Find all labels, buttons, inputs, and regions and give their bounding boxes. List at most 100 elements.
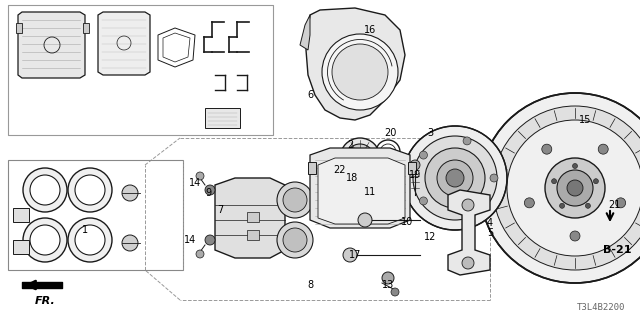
Bar (205, 108, 240, 128)
Circle shape (598, 144, 608, 154)
Text: 7: 7 (217, 205, 223, 215)
Text: 14: 14 (189, 178, 201, 188)
Polygon shape (215, 178, 285, 258)
Circle shape (524, 198, 534, 208)
Polygon shape (310, 148, 410, 228)
Circle shape (30, 175, 60, 205)
Circle shape (196, 172, 204, 180)
Circle shape (30, 225, 60, 255)
Circle shape (573, 164, 577, 169)
Text: 18: 18 (346, 173, 358, 183)
Circle shape (122, 185, 138, 201)
Circle shape (419, 197, 428, 205)
Circle shape (68, 218, 112, 262)
Circle shape (403, 126, 507, 230)
Circle shape (391, 288, 399, 296)
Circle shape (490, 174, 498, 182)
Bar (247, 230, 259, 240)
Text: 9: 9 (205, 188, 211, 198)
Text: 12: 12 (424, 232, 436, 242)
Text: 17: 17 (349, 250, 361, 260)
Circle shape (463, 211, 471, 219)
Circle shape (462, 257, 474, 269)
Text: 21: 21 (608, 200, 620, 210)
Bar (8, 160, 183, 270)
Text: 11: 11 (364, 187, 376, 197)
Text: 13: 13 (382, 280, 394, 290)
Circle shape (410, 160, 420, 170)
Circle shape (493, 106, 640, 270)
Text: 19: 19 (409, 170, 421, 180)
Circle shape (593, 179, 598, 184)
Circle shape (382, 272, 394, 284)
Bar (247, 212, 259, 222)
Circle shape (338, 168, 346, 176)
Circle shape (346, 144, 374, 172)
Text: 3: 3 (427, 128, 433, 138)
Text: FR.: FR. (35, 296, 56, 306)
Bar (8, 5, 273, 135)
Circle shape (616, 198, 626, 208)
Bar (408, 162, 416, 174)
Text: 14: 14 (184, 235, 196, 245)
Text: 22: 22 (333, 165, 346, 175)
Text: 8: 8 (307, 280, 313, 290)
Circle shape (75, 225, 105, 255)
Circle shape (277, 182, 313, 218)
Circle shape (344, 169, 352, 177)
Circle shape (68, 168, 112, 212)
Bar (13, 240, 29, 254)
Text: 2: 2 (347, 140, 353, 150)
Polygon shape (306, 8, 405, 120)
Circle shape (343, 248, 357, 262)
Text: 4: 4 (487, 218, 493, 228)
Circle shape (283, 188, 307, 212)
Circle shape (586, 203, 591, 208)
Text: 6: 6 (307, 90, 313, 100)
Circle shape (122, 235, 138, 251)
Circle shape (332, 44, 388, 100)
Circle shape (570, 231, 580, 241)
Circle shape (559, 203, 564, 208)
Circle shape (205, 235, 215, 245)
Circle shape (446, 169, 464, 187)
Bar (83, 23, 89, 33)
Circle shape (322, 34, 398, 110)
Bar (16, 23, 22, 33)
Circle shape (567, 180, 583, 196)
Bar (13, 208, 29, 222)
Polygon shape (18, 12, 85, 78)
Circle shape (277, 222, 313, 258)
Text: 16: 16 (364, 25, 376, 35)
Polygon shape (448, 190, 490, 275)
Circle shape (425, 148, 485, 208)
Circle shape (437, 160, 473, 196)
Text: 10: 10 (401, 217, 413, 227)
Circle shape (196, 250, 204, 258)
Text: 1: 1 (82, 225, 88, 235)
Circle shape (545, 158, 605, 218)
Bar (308, 162, 316, 174)
Text: 15: 15 (579, 115, 591, 125)
Text: 5: 5 (487, 228, 493, 238)
Circle shape (358, 213, 372, 227)
Circle shape (23, 168, 67, 212)
Circle shape (283, 228, 307, 252)
Circle shape (353, 151, 367, 165)
Circle shape (75, 175, 105, 205)
Circle shape (542, 144, 552, 154)
Polygon shape (300, 15, 310, 50)
Circle shape (23, 218, 67, 262)
Circle shape (340, 138, 380, 178)
Circle shape (463, 137, 471, 145)
Circle shape (205, 185, 215, 195)
Text: T3L4B2200: T3L4B2200 (577, 303, 625, 312)
Text: B-21: B-21 (603, 245, 631, 255)
Circle shape (480, 93, 640, 283)
Circle shape (507, 120, 640, 256)
Circle shape (419, 151, 428, 159)
Polygon shape (318, 158, 405, 224)
Circle shape (413, 136, 497, 220)
Text: 20: 20 (384, 128, 396, 138)
Polygon shape (98, 12, 150, 75)
